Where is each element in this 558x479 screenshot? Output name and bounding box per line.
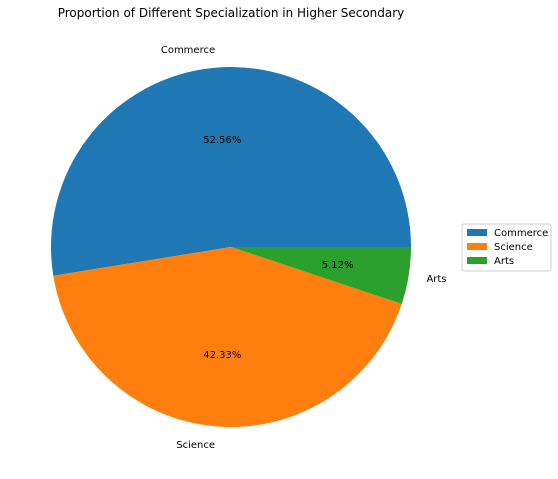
pie-labels: Commerce 52.56% Science 42.33% Arts 5.12% [161,45,447,451]
legend-swatch-arts [467,257,487,264]
pie-slice-arts [231,247,411,304]
legend-items: Commerce Science Arts [467,228,548,267]
chart-title: Proportion of Different Specialization i… [58,6,405,20]
pct-label-science: 42.33% [203,350,241,361]
legend-swatch-science [467,243,487,250]
pct-label-arts: 5.12% [322,260,354,271]
pct-label-commerce: 52.56% [203,135,241,146]
legend-swatch-commerce [467,229,487,236]
legend-label-commerce: Commerce [494,228,548,239]
slice-label-science: Science [176,440,215,451]
legend-label-science: Science [494,242,533,253]
pie-slices [51,67,411,428]
slice-label-arts: Arts [426,274,446,285]
pie-slice-science [53,247,402,428]
legend: Commerce Science Arts [461,223,552,272]
slice-label-commerce: Commerce [161,45,215,56]
legend-label-arts: Arts [494,256,514,267]
pie-slice-commerce [51,67,411,276]
